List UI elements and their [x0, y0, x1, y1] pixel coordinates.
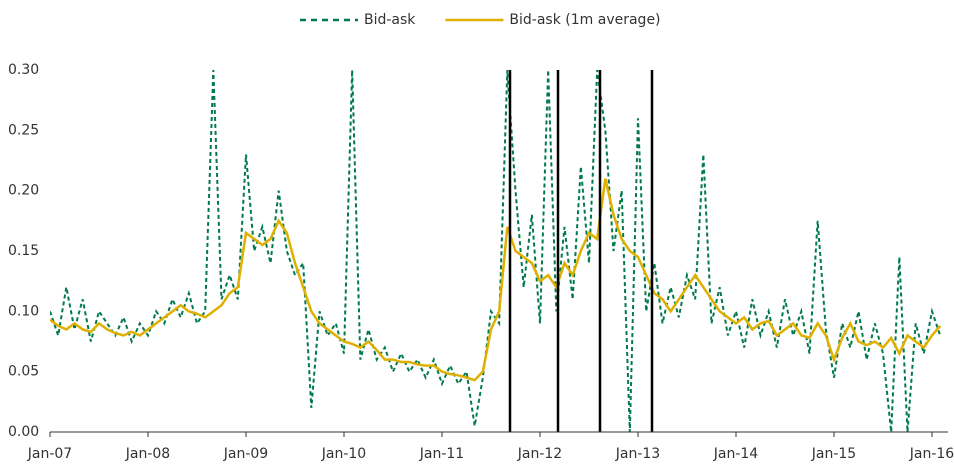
x-tick-label: Jan-11	[419, 446, 464, 462]
x-tick-label: Jan-14	[713, 446, 759, 462]
y-tick-label: 0.20	[8, 183, 39, 199]
x-tick-label: Jan-08	[125, 446, 170, 462]
x-tick-label: Jan-16	[909, 446, 954, 462]
y-tick-label: 0.00	[8, 424, 39, 440]
legend: Bid-ask Bid-ask (1m average)	[300, 12, 661, 28]
x-tick-label: Jan-10	[321, 446, 366, 462]
x-tick-label: Jan-13	[615, 446, 660, 462]
y-tick-label: 0.25	[8, 122, 39, 138]
legend-label: Bid-ask (1m average)	[509, 12, 660, 28]
y-tick-label: 0.10	[8, 303, 39, 319]
y-tick-label: 0.30	[8, 62, 39, 78]
x-tick-label: Jan-15	[811, 446, 856, 462]
y-tick-label: 0.05	[8, 364, 39, 380]
x-tick-label: Jan-07	[27, 446, 72, 462]
plot-area	[50, 69, 942, 433]
series-line	[50, 178, 942, 382]
y-tick-label: 0.15	[8, 243, 39, 259]
x-tick-label: Jan-09	[223, 446, 268, 462]
series-line	[50, 69, 942, 433]
x-tick-label: Jan-12	[517, 446, 562, 462]
legend-label: Bid-ask	[364, 12, 416, 28]
event-lines	[508, 70, 654, 432]
